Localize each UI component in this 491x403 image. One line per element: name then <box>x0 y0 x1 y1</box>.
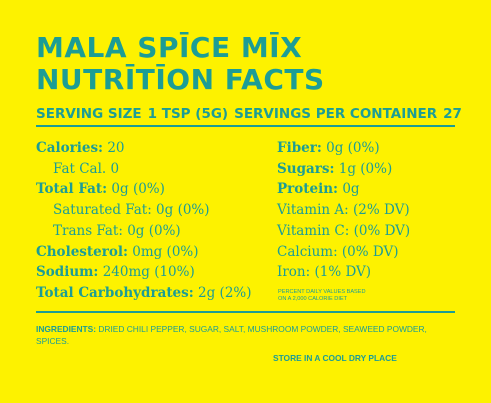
servings-per-container-value: 27 <box>443 106 462 122</box>
serving-size-label: SERVING SIZE <box>36 106 142 122</box>
nutrient-value: (2% DV) <box>348 202 410 219</box>
ingredients-divider <box>36 311 455 313</box>
ingredients-block: INGREDIENTS: DRIED CHILI PEPPER, SUGAR, … <box>36 323 456 347</box>
nutrient-row: Iron: (1% DV) <box>277 262 467 283</box>
nutrient-value: 0mg (0%) <box>127 243 199 260</box>
nutrient-row: Sodium: 240mg (10%) <box>36 262 271 283</box>
nutrient-label: Total Carbohydrates: <box>36 284 194 301</box>
daily-value-footnote-line: ON A 2,000 CALORIE DIET <box>278 296 348 302</box>
nutrient-row: Vitamin C: (0% DV) <box>277 221 467 242</box>
nutrient-label: Iron: <box>277 264 311 281</box>
serving-divider <box>36 125 455 127</box>
nutrient-value: 20 <box>103 140 125 156</box>
nutrient-label: Sodium: <box>36 264 99 281</box>
nutrient-value: (0% DV) <box>337 243 399 260</box>
ingredients-label: INGREDIENTS: <box>36 324 97 334</box>
nutrient-row: Calories: 20 <box>36 138 271 159</box>
nutrient-row: Saturated Fat: 0g (0%) <box>36 200 271 221</box>
nutrients-right-column: Fiber: 0g (0%) Sugars: 1g (0%) Protein: … <box>277 138 467 283</box>
nutrient-row: Total Fat: 0g (0%) <box>36 179 271 200</box>
nutrient-label: Vitamin C: <box>277 222 350 239</box>
nutrient-row: Total Carbohydrates: 2g (2%) <box>36 283 271 304</box>
nutrition-facts-heading: NUTRĪTĪON FACTS <box>36 63 325 96</box>
nutrient-value: 2g (2%) <box>193 284 252 301</box>
product-title: MALA SPĪCE MĪX <box>36 31 303 64</box>
nutrient-row: Calcium: (0% DV) <box>277 242 467 263</box>
daily-value-footnote-line: PERCENT DAILY VALUES BASED <box>278 289 366 295</box>
nutrient-label: Total Fat: <box>36 181 108 198</box>
nutrient-value: 0 <box>106 160 120 177</box>
nutrient-row: Trans Fat: 0g (0%) <box>36 221 271 242</box>
nutrient-label: Calcium: <box>277 243 338 260</box>
nutrient-row: Vitamin A: (2% DV) <box>277 200 467 221</box>
nutrient-value: 0g <box>338 181 360 198</box>
nutrient-value: 0g (0%) <box>122 222 181 239</box>
nutrients-left-column: Calories: 20 Fat Cal. 0 Total Fat: 0g (0… <box>36 138 271 304</box>
nutrient-value: 1g (0%) <box>334 160 393 177</box>
nutrient-label: Vitamin A: <box>277 202 349 219</box>
nutrient-label: Trans Fat: <box>53 222 123 239</box>
nutrient-label: Cholesterol: <box>36 243 128 260</box>
servings-per-container-label: SERVINGS PER CONTAINER <box>234 106 438 122</box>
nutrient-value: 240mg (10%) <box>98 264 195 281</box>
ingredients-text: DRIED CHILI PEPPER, SUGAR, SALT, MUSHROO… <box>36 324 427 346</box>
nutrient-value: 0g (0%) <box>321 140 380 156</box>
nutrient-value: 0g (0%) <box>151 202 210 219</box>
nutrient-row: Cholesterol: 0mg (0%) <box>36 242 271 263</box>
serving-size-value: 1 TSP (5G) <box>147 106 229 122</box>
nutrient-value: (0% DV) <box>349 222 411 239</box>
nutrient-label: Fiber: <box>277 140 322 156</box>
serving-info: SERVING SIZE 1 TSP (5G) SERVINGS PER CONTA… <box>36 105 462 123</box>
storage-instructions: STORE IN A COOL DRY PLACE <box>273 353 397 363</box>
nutrient-label: Calories: <box>36 140 104 156</box>
nutrient-label: Protein: <box>277 181 339 198</box>
nutrient-row: Sugars: 1g (0%) <box>277 159 467 180</box>
nutrient-row: Fiber: 0g (0%) <box>277 138 467 159</box>
nutrient-label: Fat Cal. <box>53 160 107 177</box>
nutrient-label: Saturated Fat: <box>53 202 152 219</box>
nutrient-value: 0g (0%) <box>107 181 165 198</box>
nutrient-label: Sugars: <box>277 160 335 177</box>
daily-value-footnote: PERCENT DAILY VALUES BASED ON A 2,000 CA… <box>278 289 398 303</box>
nutrient-row: Fat Cal. 0 <box>36 159 271 180</box>
nutrient-value: (1% DV) <box>310 264 372 281</box>
nutrient-row: Protein: 0g <box>277 179 467 200</box>
